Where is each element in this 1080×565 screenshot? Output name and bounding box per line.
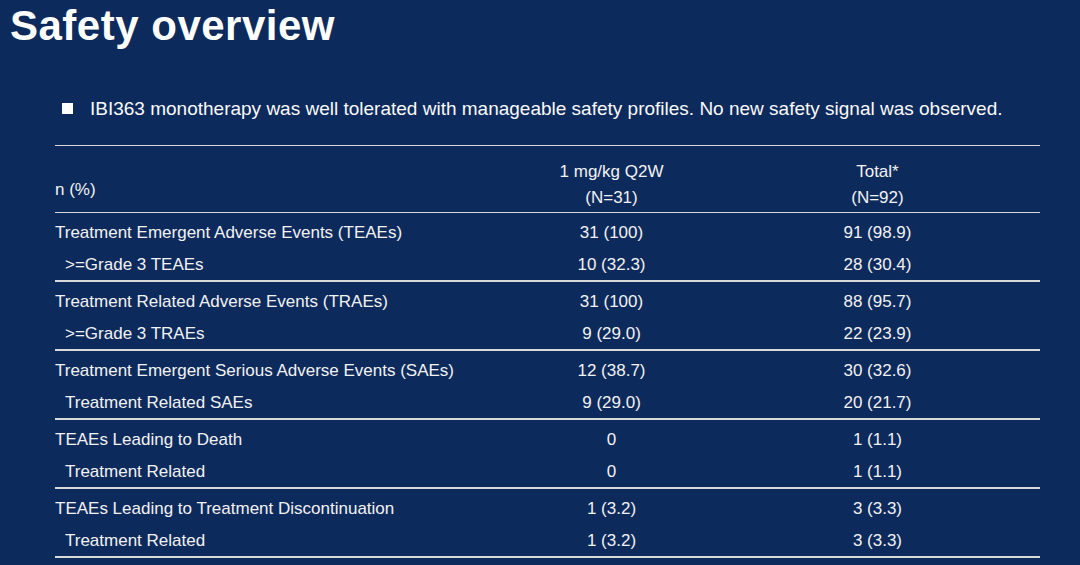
header-spacer	[1020, 146, 1040, 212]
row-label: Treatment Related	[55, 463, 488, 480]
bullet-text: IBI363 monotherapy was well tolerated wi…	[90, 97, 1003, 121]
table-group-teaes: Treatment Emergent Adverse Events (TEAEs…	[55, 213, 1040, 282]
row-value-total: 30 (32.6)	[735, 362, 1021, 379]
row-value-total: 22 (23.9)	[735, 325, 1021, 342]
column-header-total-n: (N=92)	[851, 189, 903, 206]
table-row: Treatment Related SAEs 9 (29.0) 20 (21.7…	[55, 386, 1040, 418]
row-label: TEAEs Leading to Death	[55, 431, 488, 448]
table-row: Treatment Related Adverse Events (TRAEs)…	[55, 285, 1040, 317]
table-row: Treatment Emergent Serious Adverse Event…	[55, 354, 1040, 386]
row-label: Treatment Emergent Serious Adverse Event…	[55, 362, 488, 379]
row-label: >=Grade 3 TEAEs	[55, 256, 488, 273]
column-header-dose-n: (N=31)	[585, 189, 637, 206]
row-value-total: 3 (3.3)	[735, 500, 1021, 517]
row-value-total: 28 (30.4)	[735, 256, 1021, 273]
column-header-total-group: Total* (N=92)	[735, 146, 1021, 212]
column-header-n-percent: n (%)	[55, 146, 488, 212]
row-label: Treatment Related SAEs	[55, 394, 488, 411]
table-row: >=Grade 3 TEAEs 10 (32.3) 28 (30.4)	[55, 248, 1040, 280]
row-label: Treatment Emergent Adverse Events (TEAEs…	[55, 224, 488, 241]
row-label: TEAEs Leading to Treatment Discontinuati…	[55, 500, 488, 517]
table-row: Treatment Emergent Adverse Events (TEAEs…	[55, 216, 1040, 248]
square-bullet-icon	[62, 103, 73, 114]
table-row: Treatment Related 1 (3.2) 3 (3.3)	[55, 524, 1040, 556]
row-value-total: 1 (1.1)	[735, 431, 1021, 448]
table-row: Treatment Related 0 1 (1.1)	[55, 455, 1040, 487]
row-value-total: 3 (3.3)	[735, 532, 1021, 549]
row-value-dose: 12 (38.7)	[488, 362, 734, 379]
row-value-total: 88 (95.7)	[735, 293, 1021, 310]
table-group-traes: Treatment Related Adverse Events (TRAEs)…	[55, 282, 1040, 351]
row-value-dose: 31 (100)	[488, 224, 734, 241]
table-row: >=Grade 3 TRAEs 9 (29.0) 22 (23.9)	[55, 317, 1040, 349]
table-group-saes: Treatment Emergent Serious Adverse Event…	[55, 351, 1040, 420]
row-value-dose: 9 (29.0)	[488, 394, 734, 411]
column-header-total-name: Total*	[856, 163, 899, 180]
column-header-dose-group: 1 mg/kg Q2W (N=31)	[488, 146, 734, 212]
row-value-dose: 0	[488, 463, 734, 480]
table-group-discontinuation: TEAEs Leading to Treatment Discontinuati…	[55, 489, 1040, 558]
row-value-total: 20 (21.7)	[735, 394, 1021, 411]
table-header-row: n (%) 1 mg/kg Q2W (N=31) Total* (N=92)	[55, 145, 1040, 213]
row-value-dose: 1 (3.2)	[488, 532, 734, 549]
row-value-dose: 1 (3.2)	[488, 500, 734, 517]
safety-table: n (%) 1 mg/kg Q2W (N=31) Total* (N=92) T…	[55, 145, 1040, 558]
column-header-dose-name: 1 mg/kg Q2W	[560, 163, 664, 180]
row-value-total: 91 (98.9)	[735, 224, 1021, 241]
row-label: Treatment Related	[55, 532, 488, 549]
row-label: >=Grade 3 TRAEs	[55, 325, 488, 342]
row-value-dose: 31 (100)	[488, 293, 734, 310]
row-value-dose: 10 (32.3)	[488, 256, 734, 273]
page-title: Safety overview	[10, 2, 335, 50]
table-group-death: TEAEs Leading to Death 0 1 (1.1) Treatme…	[55, 420, 1040, 489]
row-value-dose: 0	[488, 431, 734, 448]
table-row: TEAEs Leading to Death 0 1 (1.1)	[55, 423, 1040, 455]
row-value-total: 1 (1.1)	[735, 463, 1021, 480]
table-row: TEAEs Leading to Treatment Discontinuati…	[55, 492, 1040, 524]
bullet-point: IBI363 monotherapy was well tolerated wi…	[62, 97, 1074, 121]
row-value-dose: 9 (29.0)	[488, 325, 734, 342]
row-label: Treatment Related Adverse Events (TRAEs)	[55, 293, 488, 310]
